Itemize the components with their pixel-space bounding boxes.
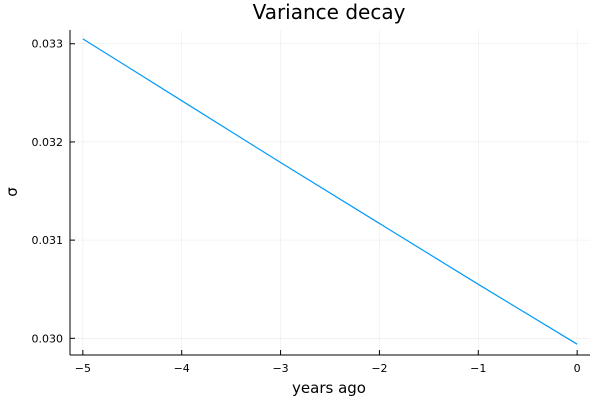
x-tick-label: −3 <box>272 362 288 375</box>
chart-title: Variance decay <box>253 0 406 24</box>
series-layer <box>82 38 578 345</box>
y-tick-label: 0.033 <box>32 38 64 51</box>
y-tick-label: 0.032 <box>32 136 64 149</box>
y-tick-label: 0.030 <box>32 332 64 345</box>
y-ticks: 0.030 0.031 0.032 0.033 <box>32 38 75 345</box>
x-tick-label: −5 <box>75 362 91 375</box>
x-tick-label: −1 <box>470 362 486 375</box>
y-axis-label: σ <box>3 187 21 197</box>
x-axis-label: years ago <box>292 379 366 397</box>
x-tick-label: 0 <box>574 362 581 375</box>
grid-layer <box>70 30 590 355</box>
x-tick-label: −4 <box>174 362 190 375</box>
x-tick-label: −2 <box>371 362 387 375</box>
series-line <box>82 38 578 345</box>
x-ticks: −5 −4 −3 −2 −1 0 <box>75 350 581 375</box>
y-tick-label: 0.031 <box>32 234 64 247</box>
